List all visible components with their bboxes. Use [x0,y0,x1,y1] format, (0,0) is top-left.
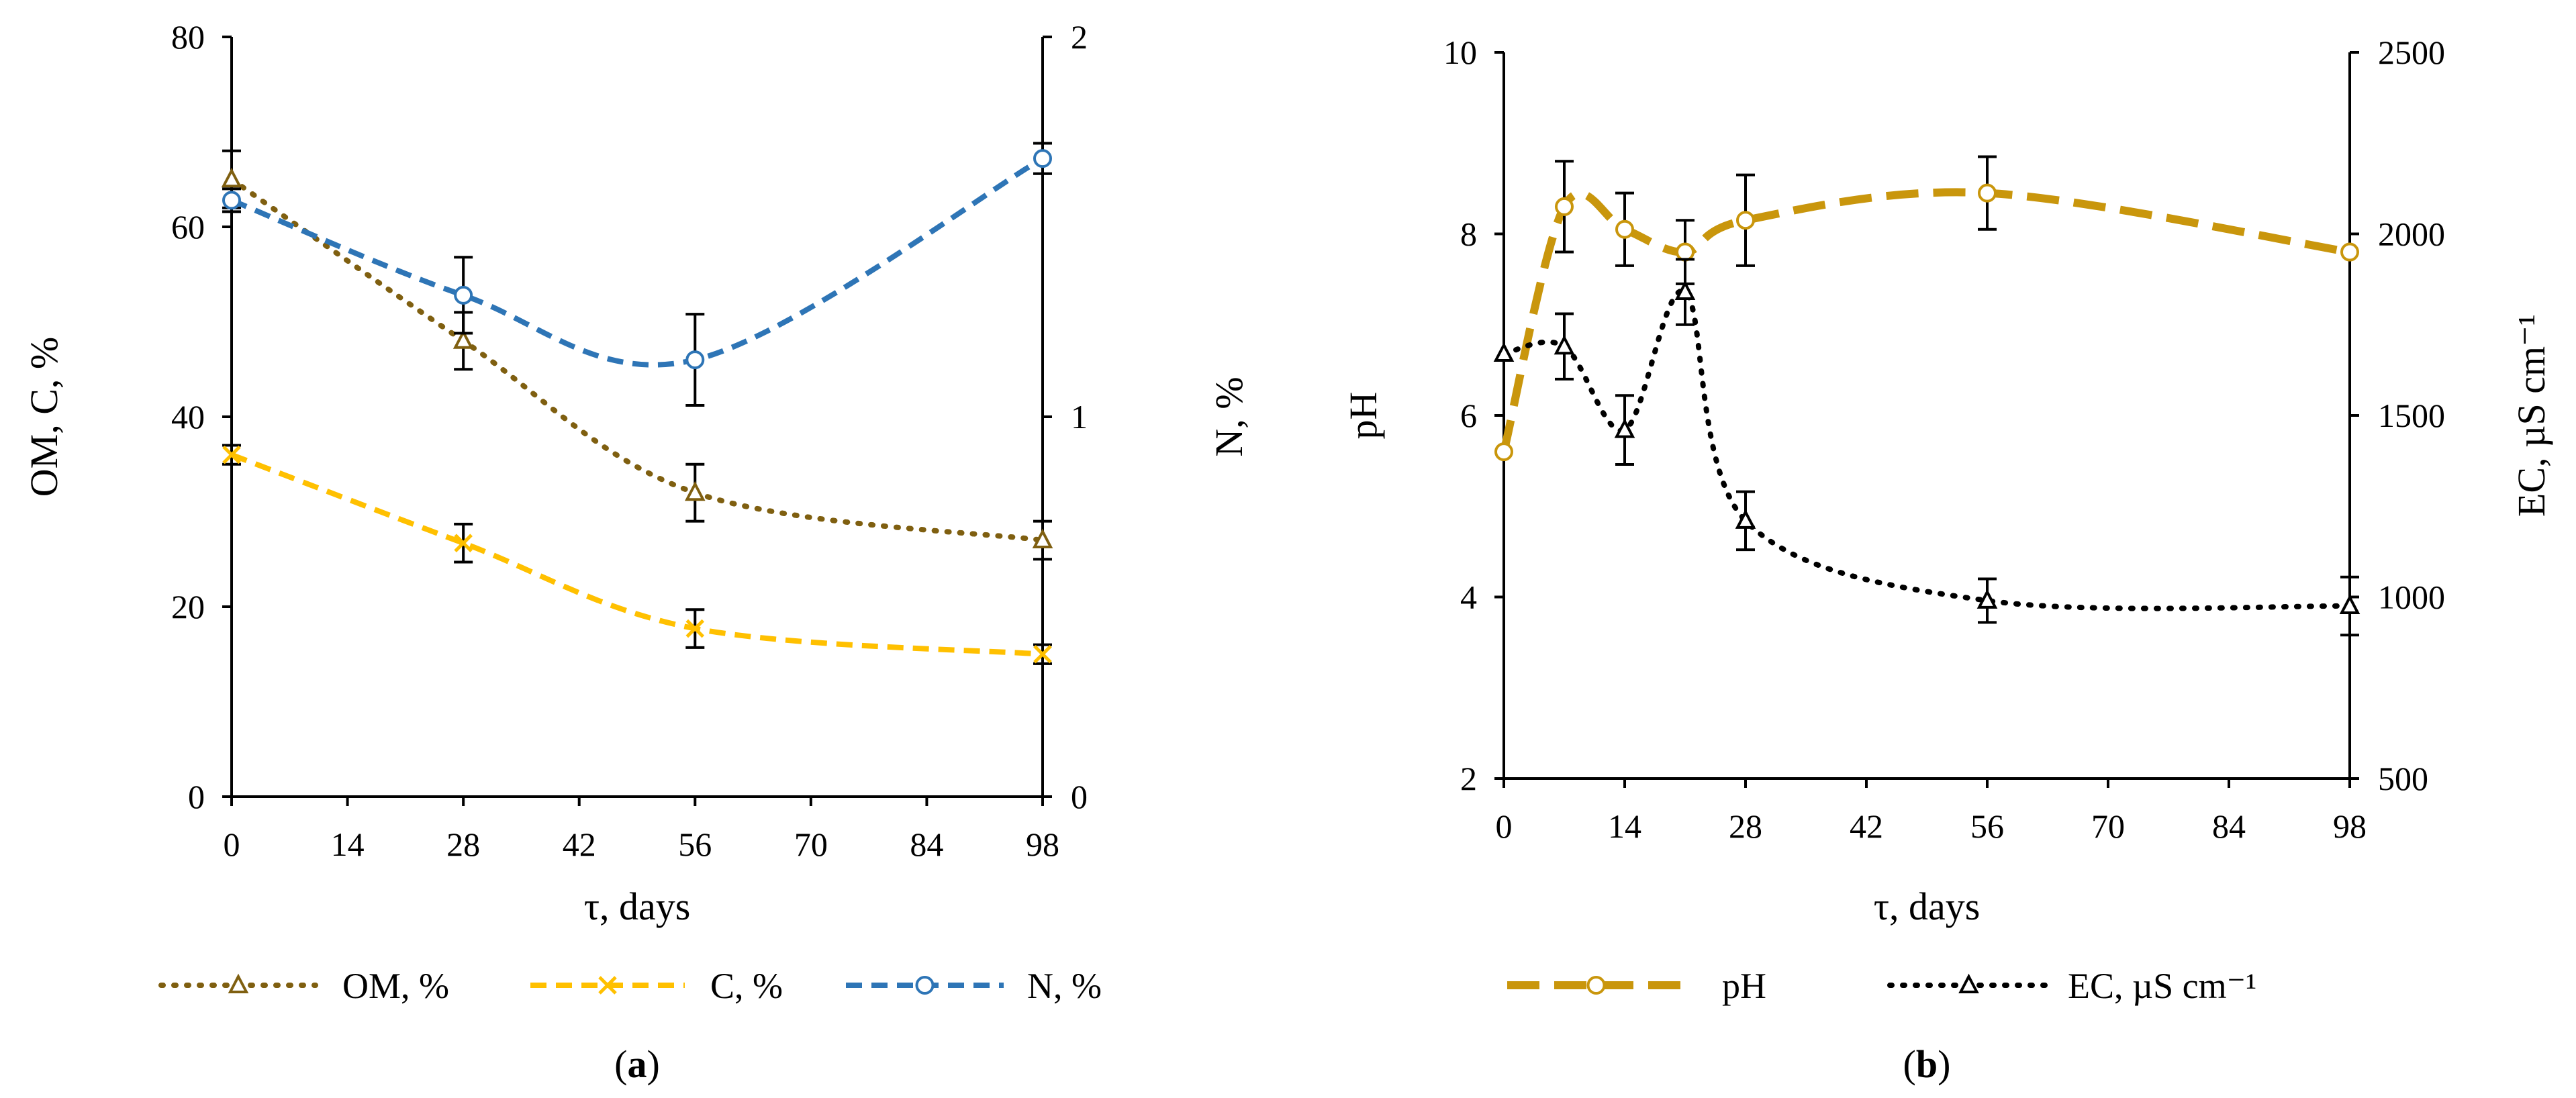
y-tick-label: 10 [1443,34,1477,71]
y-tick-label: 80 [171,18,205,56]
data-point [1976,589,1998,609]
x-tick-label: 56 [678,826,712,863]
y2-tick-label: 2000 [2378,215,2445,253]
panel-label: (b) [1903,1042,1951,1086]
data-point [1033,149,1052,168]
data-point [684,481,706,501]
x-tick-label: 56 [1970,807,2004,845]
data-point [685,619,705,638]
legend-marker [1958,973,1979,993]
y-tick-label: 40 [171,398,205,436]
y-tick-label: 60 [171,208,205,246]
data-point [222,445,241,464]
series-line [230,452,1043,657]
x-tick-label: 84 [2212,807,2246,845]
legend-label: N, % [1027,966,1102,1006]
data-point [685,350,705,370]
data-point [1494,442,1513,462]
data-point [1735,509,1756,529]
legend-marker [228,973,249,993]
y-axis-title: pH [1341,392,1385,440]
x-tick-label: 42 [1850,807,1883,845]
x-tick-label: 98 [2333,807,2367,845]
series-line [229,177,1045,543]
data-point [1614,418,1635,438]
x-axis-title: τ, days [584,885,691,928]
y-tick-label: 2 [1460,760,1477,797]
y2-tick-label: 2500 [2378,34,2445,71]
legend-marker [598,976,617,995]
data-point [1978,183,1997,203]
series-line [230,156,1045,368]
x-tick-label: 14 [331,826,365,863]
y2-tick-label: 2 [1071,18,1088,56]
y2-tick-label: 1000 [2378,579,2445,616]
data-point [1615,219,1634,239]
y2-axis-title: N, % [1207,377,1251,456]
x-tick-label: 14 [1608,807,1641,845]
data-point [454,534,473,552]
y-tick-label: 0 [188,778,205,815]
legend-marker [915,976,935,995]
y2-tick-label: 1500 [2378,397,2445,434]
y2-tick-label: 1 [1071,398,1088,436]
legend-label: pH [1722,966,1766,1006]
legend-marker [1586,976,1606,995]
y-tick-label: 6 [1460,397,1477,434]
data-point [1493,342,1515,362]
data-point [452,329,474,349]
x-tick-label: 70 [2091,807,2125,845]
y-axis-title: OM, C, % [22,337,66,497]
x-tick-label: 70 [794,826,828,863]
data-point [1555,197,1574,216]
x-tick-label: 84 [910,826,943,863]
x-tick-label: 42 [563,826,596,863]
x-tick-label: 0 [224,826,240,863]
panel-a-chart: 0 14 28 42 56 70 84 98 0 20 40 60 80 0 1 2 τ, days OM, C,… [22,18,1251,1086]
x-tick-label: 28 [446,826,480,863]
panel-label: (a) [614,1042,660,1086]
data-point [221,167,242,188]
panel-b-chart: 0 14 28 42 56 70 84 98 2 4 6 8 10 500 1000 1500 2000 2500… [1341,34,2553,1086]
legend-label: C, % [710,966,783,1006]
data-point [454,285,473,305]
y-tick-label: 20 [171,588,205,626]
x-tick-label: 98 [1026,826,1059,863]
data-point [2340,242,2359,262]
y-tick-label: 8 [1460,215,1477,253]
data-point [222,191,241,210]
data-point [1033,644,1052,664]
legend-label: EC, µS cm⁻¹ [2068,966,2256,1006]
data-point [1674,280,1696,301]
x-axis-title: τ, days [1874,885,1981,928]
y2-tick-label: 0 [1071,778,1088,815]
x-tick-label: 28 [1729,807,1762,845]
y-tick-label: 4 [1460,579,1477,616]
legend-label: OM, % [342,966,449,1006]
data-point [2339,594,2360,615]
data-point [1032,528,1053,548]
x-tick-label: 0 [1496,807,1513,845]
data-point [1554,334,1575,355]
data-point [1676,242,1695,262]
data-point [1736,211,1755,230]
y2-tick-label: 500 [2378,760,2428,797]
series-line [1500,188,2350,453]
series-line [1501,288,2352,611]
y2-axis-title: EC, µS cm⁻¹ [2510,314,2553,517]
